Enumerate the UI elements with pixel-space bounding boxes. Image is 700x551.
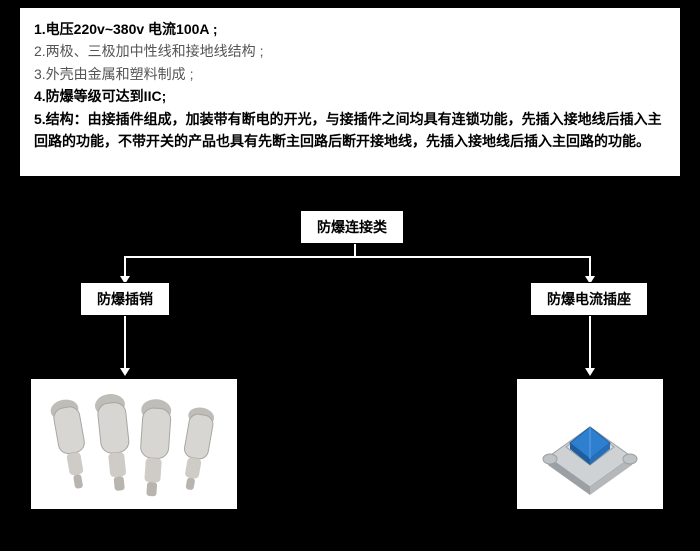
node-root-label: 防爆连接类 bbox=[317, 219, 387, 235]
spec-line: 3.外壳由金属和塑料制成 ; bbox=[34, 63, 666, 85]
line-right-v2 bbox=[589, 314, 591, 370]
node-right-label: 防爆电流插座 bbox=[547, 291, 631, 307]
spec-line: 4.防爆等级可达到IIC; bbox=[34, 85, 666, 107]
arrow-right-2 bbox=[585, 368, 595, 376]
spec-line: 5.结构：由接插件组成，加装带有断电的开光，与接插件之间均具有连锁功能，先插入接… bbox=[34, 108, 666, 153]
line-right-v1 bbox=[589, 256, 591, 278]
arrow-left-2 bbox=[120, 368, 130, 376]
image-right bbox=[516, 378, 662, 508]
tree-diagram: 防爆连接类 防爆插销 防爆电流插座 bbox=[0, 200, 700, 550]
spec-line: 2.两极、三极加中性线和接地线结构 ; bbox=[34, 40, 666, 62]
socket-illustration bbox=[517, 379, 663, 509]
image-left bbox=[30, 378, 236, 508]
line-left-v2 bbox=[124, 314, 126, 370]
node-left-label: 防爆插销 bbox=[97, 291, 153, 307]
line-left-v1 bbox=[124, 256, 126, 278]
spec-line: 1.电压220v~380v 电流100A ; bbox=[34, 18, 666, 40]
node-root: 防爆连接类 bbox=[300, 210, 404, 244]
node-right: 防爆电流插座 bbox=[530, 282, 648, 316]
line-h-bar bbox=[124, 256, 591, 258]
spec-box: 1.电压220v~380v 电流100A ;2.两极、三极加中性线和接地线结构 … bbox=[20, 8, 680, 176]
node-left: 防爆插销 bbox=[80, 282, 170, 316]
plugs-illustration bbox=[31, 379, 237, 509]
line-root-v bbox=[354, 242, 356, 256]
